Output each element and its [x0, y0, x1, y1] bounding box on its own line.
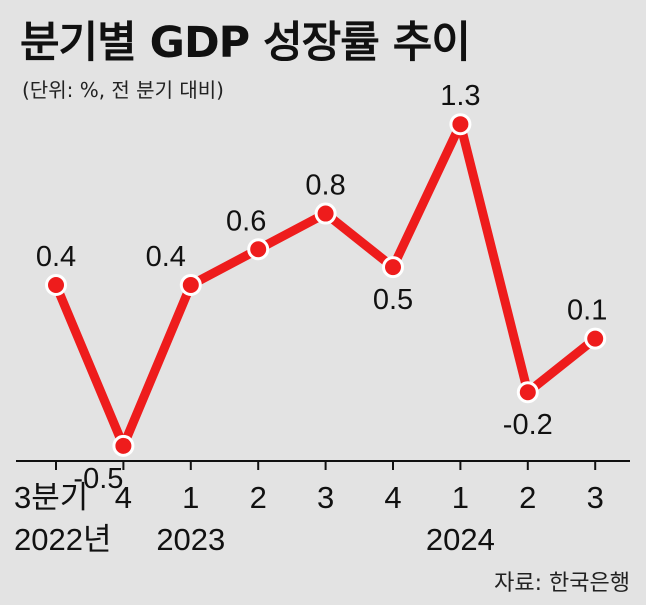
data-label: 0.5: [373, 284, 413, 316]
x-tick-label: 2: [250, 480, 267, 515]
x-tick-label: 3분기: [14, 480, 88, 515]
data-label: 0.6: [226, 205, 266, 237]
data-point: [449, 113, 472, 136]
data-label: -0.5: [73, 463, 123, 495]
unit-note: (단위: %, 전 분기 대비): [22, 78, 224, 102]
x-year-label: 2024: [426, 522, 495, 557]
x-tick-label: 3: [587, 480, 604, 515]
data-point: [382, 256, 404, 279]
x-year-label: 2023: [156, 522, 225, 557]
data-point: [247, 238, 270, 261]
chart-title: 분기별 GDP 성장률 추이: [20, 18, 471, 68]
source-note: 자료: 한국은행: [494, 571, 630, 596]
x-tick-label: 1: [452, 480, 469, 515]
data-point: [112, 434, 135, 457]
data-point: [516, 381, 539, 404]
data-label: 0.8: [305, 170, 345, 202]
x-tick-label: 4: [115, 480, 132, 515]
data-point: [584, 327, 607, 350]
data-label: 1.3: [440, 80, 480, 112]
data-point: [179, 274, 202, 297]
data-point: [314, 202, 337, 225]
data-label: 0.1: [567, 295, 607, 327]
data-point: [45, 274, 67, 297]
x-tick-label: 3: [317, 480, 334, 515]
x-tick-label: 2: [519, 480, 536, 515]
x-tick-label: 4: [384, 480, 401, 515]
data-label: -0.2: [503, 409, 553, 441]
data-label: 0.4: [36, 241, 76, 273]
x-year-label: 2022년: [14, 522, 111, 557]
data-label: 0.4: [146, 241, 186, 273]
x-tick-label: 1: [182, 480, 199, 515]
